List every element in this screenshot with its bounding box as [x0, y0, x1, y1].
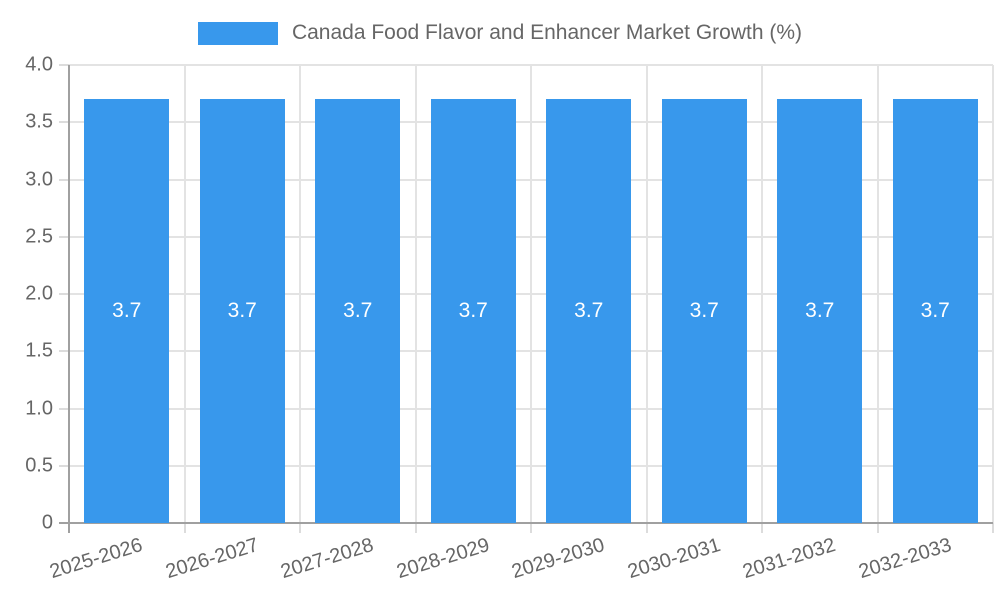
x-axis-tick	[68, 523, 70, 533]
y-tick-label: 1.5	[25, 339, 53, 362]
bar-value-label: 3.7	[227, 299, 257, 323]
y-axis-tick	[59, 350, 69, 353]
x-tick-label: 2025-2026	[47, 534, 146, 584]
bar-value-label: 3.7	[689, 299, 719, 323]
y-tick-label: 3.0	[25, 168, 53, 190]
bar[interactable]: 3.7	[892, 99, 978, 523]
bar[interactable]: 3.7	[430, 99, 516, 523]
bar-value-label: 3.7	[458, 299, 488, 323]
chart-legend[interactable]: Canada Food Flavor and Enhancer Market G…	[0, 14, 1000, 52]
bar[interactable]: 3.7	[777, 99, 863, 523]
x-axis-tick	[530, 523, 532, 533]
x-axis-tick	[645, 523, 648, 533]
y-axis-line	[68, 65, 70, 523]
bar-value-label: 3.7	[920, 299, 950, 323]
gridline-vertical	[876, 65, 879, 523]
x-axis-tick	[414, 523, 417, 533]
x-axis-tick	[876, 523, 879, 533]
bar[interactable]: 3.7	[315, 99, 401, 523]
y-tick-label: 0.5	[25, 454, 53, 477]
x-tick-label: 2029-2030	[509, 534, 608, 584]
gridline-vertical	[183, 65, 186, 523]
bar-value-label: 3.7	[805, 299, 835, 323]
bar[interactable]: 3.7	[661, 99, 747, 523]
x-tick-label: 2026-2027	[162, 534, 261, 584]
bar-value-label: 3.7	[574, 299, 604, 323]
x-axis-tick	[299, 523, 301, 533]
y-axis-tick	[59, 64, 69, 66]
gridline-vertical	[645, 65, 648, 523]
gridline-vertical	[761, 65, 763, 523]
gridline-vertical	[992, 65, 994, 523]
y-tick-label: 0	[41, 511, 53, 534]
gridline-vertical	[530, 65, 532, 523]
x-tick-label: 2030-2031	[624, 534, 723, 584]
y-axis-tick	[59, 407, 69, 410]
gridline-vertical	[414, 65, 417, 523]
x-axis-line	[59, 522, 993, 524]
y-axis-tick	[59, 121, 69, 124]
y-axis-tick	[59, 464, 69, 467]
x-tick-label: 2032-2033	[855, 534, 954, 584]
y-tick-label: 3.5	[25, 110, 53, 133]
bar-value-label: 3.7	[112, 299, 142, 323]
y-axis-tick	[59, 178, 69, 181]
x-axis-tick	[761, 523, 763, 533]
x-axis-tick	[183, 523, 186, 533]
bar[interactable]: 3.7	[546, 99, 632, 523]
legend-label: Canada Food Flavor and Enhancer Market G…	[291, 21, 803, 44]
bar[interactable]: 3.7	[199, 99, 285, 523]
y-axis-tick	[59, 235, 69, 238]
y-axis-tick	[59, 293, 69, 295]
y-tick-label: 2.0	[25, 282, 53, 305]
x-tick-label: 2028-2029	[393, 534, 492, 584]
x-axis-tick	[992, 523, 994, 533]
x-tick-label: 2031-2032	[740, 534, 839, 584]
gridline-vertical	[299, 65, 301, 523]
y-tick-label: 2.5	[25, 225, 53, 248]
y-tick-label: 1.0	[25, 397, 53, 419]
bar[interactable]: 3.7	[84, 99, 170, 523]
y-tick-label: 4.0	[25, 53, 53, 76]
legend-swatch	[197, 21, 278, 45]
bar-value-label: 3.7	[343, 299, 373, 323]
x-tick-label: 2027-2028	[278, 534, 377, 584]
